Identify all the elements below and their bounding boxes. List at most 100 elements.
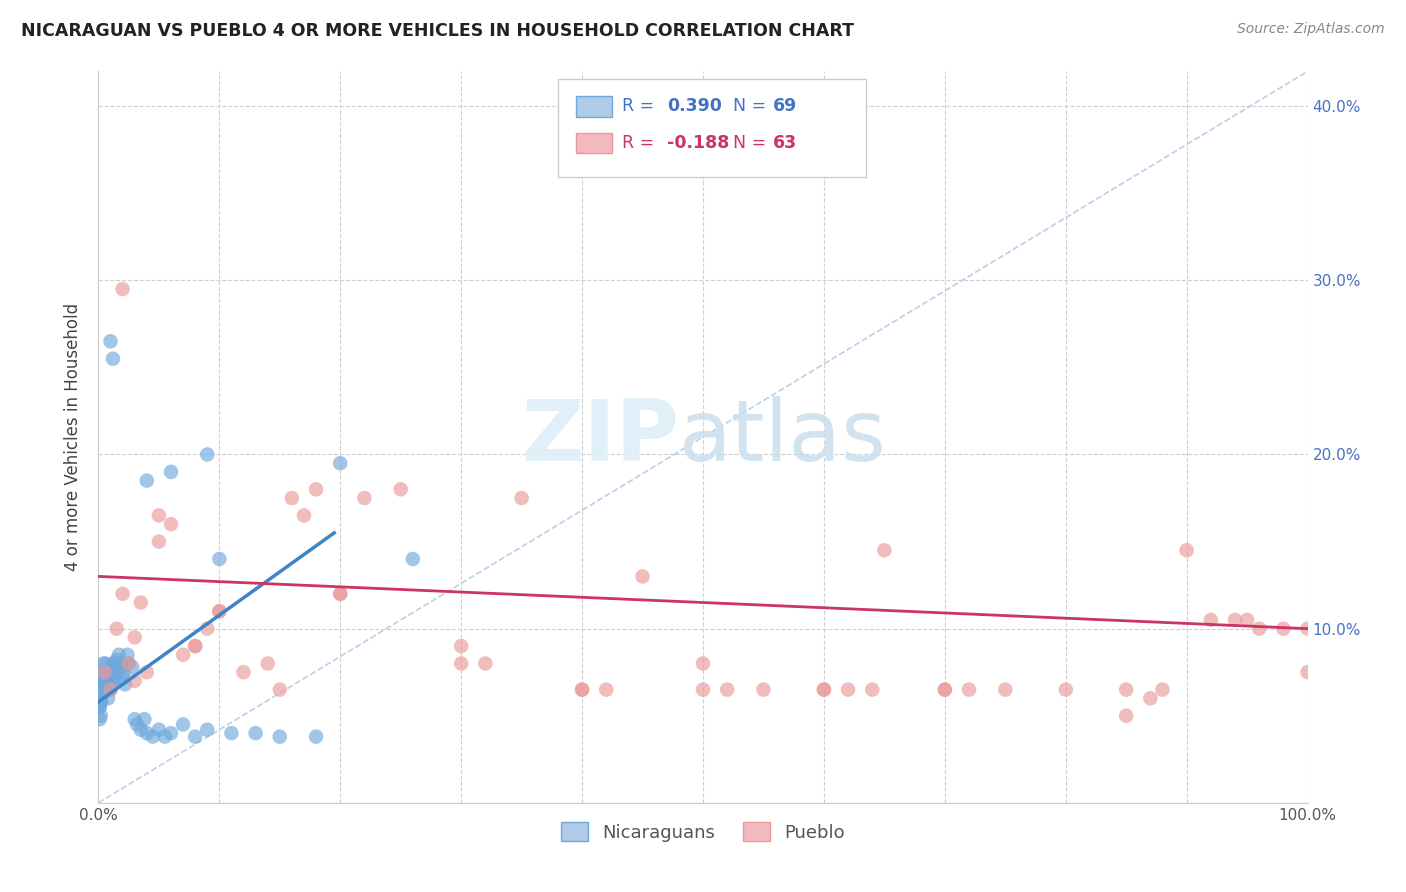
Point	[195, 723, 218, 737]
Point	[124, 712, 146, 726]
Text: N =: N =	[734, 134, 772, 152]
Point	[91, 677, 114, 691]
Point	[100, 334, 122, 349]
Point	[91, 670, 114, 684]
Point	[129, 723, 152, 737]
Point	[100, 665, 122, 680]
Point	[957, 682, 980, 697]
Point	[837, 682, 859, 697]
Point	[329, 587, 352, 601]
Point	[100, 677, 122, 691]
Point	[160, 726, 183, 740]
Legend: Nicaraguans, Pueblo: Nicaraguans, Pueblo	[547, 808, 859, 856]
FancyBboxPatch shape	[576, 96, 613, 117]
Point	[1249, 622, 1271, 636]
Point	[135, 474, 157, 488]
Point	[124, 673, 146, 688]
Point	[89, 700, 111, 714]
Point	[108, 648, 131, 662]
Point	[90, 695, 112, 709]
Point	[107, 665, 129, 680]
Point	[208, 604, 231, 618]
Text: 63: 63	[773, 134, 797, 152]
Point	[474, 657, 496, 671]
Point	[402, 552, 425, 566]
Point	[129, 595, 152, 609]
Point	[124, 631, 146, 645]
Point	[245, 726, 267, 740]
Point	[91, 682, 114, 697]
Text: NICARAGUAN VS PUEBLO 4 OR MORE VEHICLES IN HOUSEHOLD CORRELATION CHART: NICARAGUAN VS PUEBLO 4 OR MORE VEHICLES …	[21, 22, 853, 40]
Point	[153, 730, 176, 744]
Point	[571, 682, 593, 697]
Point	[101, 657, 124, 671]
Point	[450, 657, 472, 671]
Point	[135, 726, 157, 740]
Point	[813, 682, 835, 697]
Text: 0.390: 0.390	[666, 97, 721, 115]
Point	[90, 682, 112, 697]
Point	[94, 657, 117, 671]
Point	[89, 700, 111, 714]
Point	[1223, 613, 1246, 627]
Point	[101, 351, 124, 366]
Text: R =: R =	[621, 134, 659, 152]
Text: ZIP: ZIP	[522, 395, 679, 479]
Point	[104, 657, 127, 671]
Point	[160, 465, 183, 479]
Point	[108, 657, 131, 671]
Text: atlas: atlas	[679, 395, 887, 479]
Point	[127, 717, 149, 731]
Point	[292, 508, 315, 523]
Point	[208, 604, 231, 618]
Point	[1152, 682, 1174, 697]
Point	[172, 717, 194, 731]
Point	[100, 660, 122, 674]
Point	[110, 660, 132, 674]
Point	[160, 517, 183, 532]
Point	[208, 552, 231, 566]
Point	[195, 622, 218, 636]
Y-axis label: 4 or more Vehicles in Household: 4 or more Vehicles in Household	[65, 303, 83, 571]
FancyBboxPatch shape	[576, 133, 613, 153]
Point	[269, 682, 291, 697]
Point	[934, 682, 956, 697]
Point	[934, 682, 956, 697]
Point	[1175, 543, 1198, 558]
Point	[91, 688, 114, 702]
Point	[873, 543, 896, 558]
Point	[692, 657, 714, 671]
Point	[450, 639, 472, 653]
Point	[91, 677, 114, 691]
Point	[631, 569, 654, 583]
Point	[96, 670, 118, 684]
Point	[281, 491, 304, 505]
Point	[232, 665, 254, 680]
Point	[1054, 682, 1077, 697]
Point	[1296, 622, 1319, 636]
Point	[1115, 682, 1137, 697]
Point	[1115, 708, 1137, 723]
Point	[93, 665, 115, 680]
Point	[716, 682, 738, 697]
Point	[118, 657, 141, 671]
Point	[184, 639, 207, 653]
Point	[91, 673, 114, 688]
Point	[112, 665, 135, 680]
Point	[100, 682, 122, 697]
Point	[117, 648, 139, 662]
Point	[101, 665, 124, 680]
Point	[134, 712, 156, 726]
FancyBboxPatch shape	[558, 78, 866, 178]
Point	[135, 665, 157, 680]
Point	[148, 534, 170, 549]
Point	[1236, 613, 1258, 627]
Point	[111, 282, 134, 296]
Point	[96, 665, 118, 680]
Point	[90, 695, 112, 709]
Point	[305, 730, 328, 744]
Point	[184, 639, 207, 653]
Point	[93, 682, 115, 697]
Point	[89, 712, 111, 726]
Point	[91, 670, 114, 684]
